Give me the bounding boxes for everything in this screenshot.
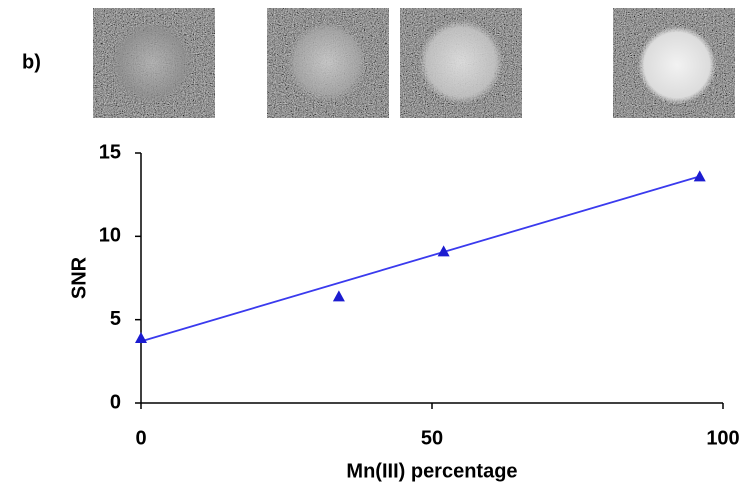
mri-image (613, 8, 735, 118)
y-tick-label: 15 (99, 141, 121, 163)
x-axis-title: Mn(III) percentage (346, 460, 517, 482)
mri-images (93, 8, 735, 118)
y-axis-title: SNR (68, 256, 90, 299)
y-tick-label: 10 (99, 225, 121, 247)
y-tick-label: 0 (110, 391, 121, 413)
x-tick-label: 50 (421, 427, 443, 449)
data-point (437, 245, 450, 257)
data-point (693, 170, 706, 182)
y-tick-label: 5 (110, 308, 121, 330)
mri-image (93, 8, 215, 118)
data-point (332, 290, 345, 302)
panel-label: b) (22, 51, 41, 73)
trend-line (140, 175, 700, 343)
x-tick-label: 100 (706, 427, 739, 449)
mri-image (400, 8, 522, 118)
data-point (135, 332, 147, 343)
x-tick-label: 0 (135, 427, 146, 449)
mri-image (267, 8, 389, 118)
